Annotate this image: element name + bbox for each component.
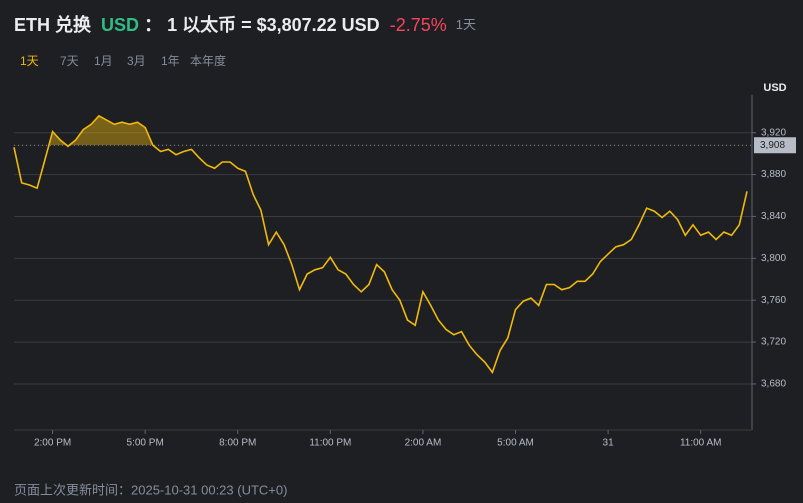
tab[interactable]: 1年	[161, 54, 180, 68]
y-tick-label: 3,880	[761, 169, 786, 180]
tab[interactable]: 3月	[127, 54, 146, 68]
y-tick-label: 3,720	[761, 337, 786, 348]
pair: ETH 兑换	[14, 14, 92, 35]
price-line	[13, 114, 748, 375]
x-tick-label: 8:00 PM	[219, 438, 256, 449]
tab[interactable]: 1月	[94, 54, 113, 68]
footer: 页面上次更新时间：2025-10-31 00:23 (UTC+0)	[14, 482, 287, 497]
y-tick-label: 3,800	[761, 253, 786, 264]
x-tick-label: 11:00 PM	[309, 438, 351, 449]
y-tick-label: 3,680	[761, 379, 786, 390]
quote: USD	[101, 15, 139, 35]
x-tick-label: 5:00 AM	[497, 438, 534, 449]
y-tick-label: 3,920	[761, 127, 786, 138]
y-tick-label: 3,760	[761, 295, 786, 306]
tab[interactable]: 1天	[20, 54, 39, 68]
reference-label-bg	[754, 137, 796, 154]
area-above-reference	[14, 115, 747, 146]
y-axis-label: USD	[763, 82, 786, 94]
reference-label: 3,908	[760, 140, 785, 151]
tab[interactable]: 7天	[60, 54, 79, 68]
period: 1天	[456, 17, 476, 32]
x-tick-label: 5:00 PM	[127, 438, 164, 449]
change: -2.75%	[390, 15, 447, 35]
colon: ：	[144, 15, 162, 35]
header: ETH 兑换 USD ： 1 以太币 = $3,807.22 USD -2.75…	[14, 14, 476, 35]
y-tick-label: 3,840	[761, 211, 786, 222]
x-tick-label: 11:00 AM	[680, 438, 722, 449]
x-tick-label: 2:00 AM	[405, 438, 442, 449]
x-tick-label: 2:00 PM	[34, 438, 71, 449]
x-tick-label: 31	[603, 438, 615, 449]
tab[interactable]: 本年度	[190, 53, 226, 68]
rate: 1 以太币 = $3,807.22 USD	[167, 14, 380, 35]
tabs: 1天 7天 1月 3月 1年 本年度	[20, 53, 226, 68]
